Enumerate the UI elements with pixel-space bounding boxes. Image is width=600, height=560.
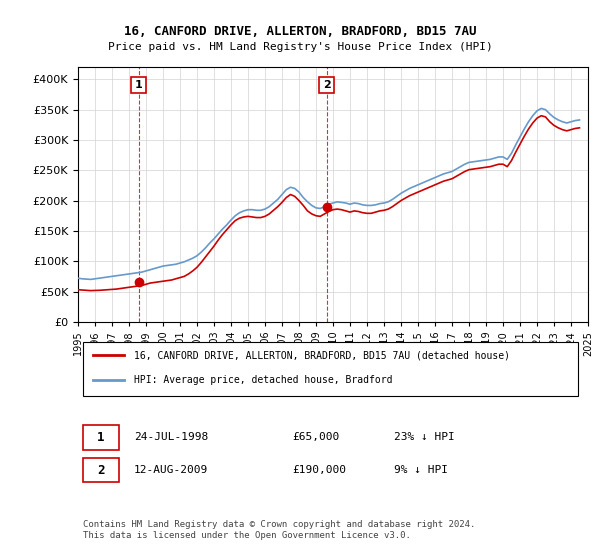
Text: 1: 1 [97, 431, 105, 444]
Text: 23% ↓ HPI: 23% ↓ HPI [394, 432, 455, 442]
Text: Contains HM Land Registry data © Crown copyright and database right 2024.
This d: Contains HM Land Registry data © Crown c… [83, 520, 475, 540]
Text: HPI: Average price, detached house, Bradford: HPI: Average price, detached house, Brad… [134, 375, 392, 385]
Text: 1: 1 [134, 80, 142, 90]
Text: 2: 2 [323, 80, 331, 90]
Text: 9% ↓ HPI: 9% ↓ HPI [394, 465, 448, 475]
Text: 16, CANFORD DRIVE, ALLERTON, BRADFORD, BD15 7AU: 16, CANFORD DRIVE, ALLERTON, BRADFORD, B… [124, 25, 476, 38]
Text: 2: 2 [97, 464, 105, 477]
Text: Price paid vs. HM Land Registry's House Price Index (HPI): Price paid vs. HM Land Registry's House … [107, 42, 493, 52]
FancyBboxPatch shape [83, 425, 119, 450]
Text: £190,000: £190,000 [292, 465, 346, 475]
Text: 16, CANFORD DRIVE, ALLERTON, BRADFORD, BD15 7AU (detached house): 16, CANFORD DRIVE, ALLERTON, BRADFORD, B… [134, 350, 510, 360]
FancyBboxPatch shape [83, 458, 119, 482]
FancyBboxPatch shape [83, 342, 578, 396]
Text: £65,000: £65,000 [292, 432, 340, 442]
Text: 12-AUG-2009: 12-AUG-2009 [134, 465, 208, 475]
Text: 24-JUL-1998: 24-JUL-1998 [134, 432, 208, 442]
